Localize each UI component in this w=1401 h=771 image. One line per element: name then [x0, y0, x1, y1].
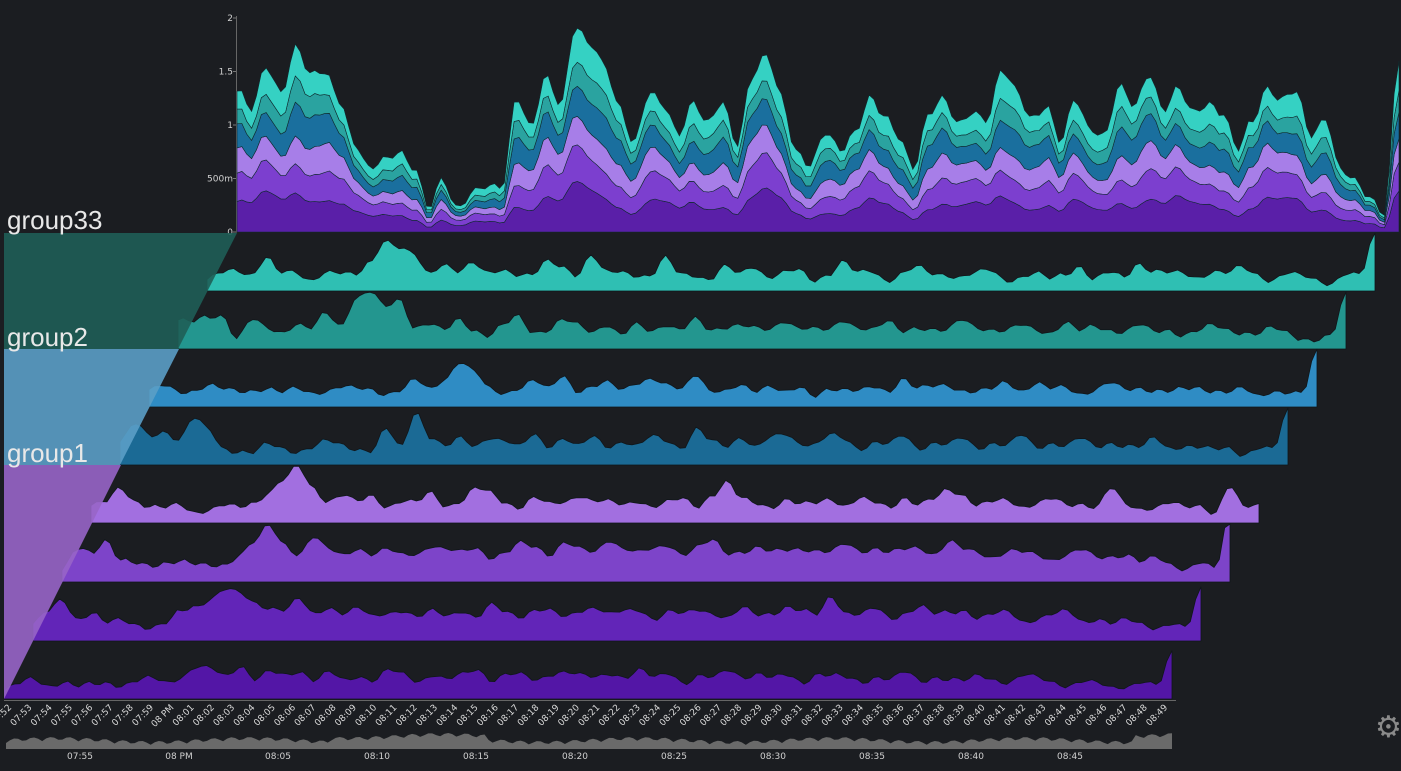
- x-tick-label: 08:08: [313, 703, 339, 729]
- x-tick-label: 08:37: [901, 703, 926, 728]
- x-tick-label: 08:09: [333, 703, 359, 729]
- x-tick-label: 08:48: [1124, 703, 1150, 729]
- x-tick-label: 08:33: [820, 703, 845, 728]
- y-tick-label: 1.5: [219, 68, 233, 78]
- x-tick-label: 08:02: [192, 703, 217, 728]
- x-tick-label: 08:41: [982, 703, 1007, 728]
- x-tick-label: 08:29: [739, 703, 765, 729]
- x-tick-label: 08:32: [800, 703, 825, 728]
- navigator-tick-label: 08:25: [661, 752, 687, 762]
- time-axis: :5207:5307:5407:5507:5607:5707:5807:5908…: [0, 700, 1176, 730]
- x-tick-label: 08:03: [212, 703, 237, 728]
- x-tick-label: 08:49: [1145, 703, 1171, 729]
- y-tick-label: 2: [227, 14, 233, 24]
- x-tick-label: 08:30: [759, 703, 785, 729]
- group-label-group33: group33: [7, 205, 102, 235]
- x-tick-label: 07:56: [70, 703, 96, 729]
- x-tick-label: 08:39: [942, 703, 968, 729]
- horizon-band-2[interactable]: [177, 291, 1347, 350]
- horizon-bands: [3, 232, 1376, 700]
- navigator-tick-label: 08 PM: [165, 752, 193, 762]
- x-tick-label: 08:18: [516, 703, 542, 729]
- x-tick-label: 08:19: [536, 703, 562, 729]
- x-tick-label: 08:22: [597, 703, 622, 728]
- x-tick-label: 08:11: [374, 703, 399, 728]
- x-tick-label: 08:23: [617, 703, 642, 728]
- x-tick-label: 07:57: [90, 703, 115, 728]
- x-tick-label: 08:46: [1084, 703, 1110, 729]
- navigator-tick-label: 08:20: [562, 752, 588, 762]
- group-ribbon: [4, 349, 179, 465]
- x-tick-label: 08:42: [1003, 703, 1028, 728]
- navigator-tick-label: 07:55: [67, 752, 93, 762]
- x-tick-label: 08:15: [455, 703, 480, 728]
- x-tick-label: 08 PM: [150, 703, 177, 730]
- x-tick-label: 08:05: [252, 703, 277, 728]
- x-tick-label: 07:53: [9, 703, 34, 728]
- x-tick-label: 08:40: [962, 703, 988, 729]
- y-tick-label: 500m: [207, 175, 233, 185]
- x-tick-label: 08:38: [922, 703, 948, 729]
- horizon-band-5[interactable]: [90, 465, 1260, 524]
- x-tick-label: 08:27: [699, 703, 724, 728]
- x-tick-label: 08:35: [861, 703, 886, 728]
- x-tick-label: 08:04: [232, 703, 258, 729]
- horizon-band-3[interactable]: [148, 348, 1318, 408]
- navigator-tick-label: 08:35: [859, 752, 885, 762]
- x-tick-label: 08:07: [293, 703, 318, 728]
- horizon-band-6[interactable]: [61, 523, 1231, 583]
- horizon-band-7[interactable]: [32, 586, 1202, 642]
- x-tick-label: 08:12: [394, 703, 419, 728]
- x-tick-label: 07:54: [29, 703, 55, 729]
- x-tick-label: 08:17: [496, 703, 521, 728]
- x-tick-label: 08:01: [171, 703, 196, 728]
- x-tick-label: 08:34: [840, 703, 866, 729]
- range-navigator[interactable]: 07:55 08 PM 08:05 08:10 08:15 08:20 08:25 08:30…: [6, 733, 1172, 762]
- x-tick-label: 08:43: [1023, 703, 1048, 728]
- y-tick-label: 1: [227, 121, 233, 131]
- x-tick-label: 08:25: [658, 703, 683, 728]
- x-tick-label: 08:26: [678, 703, 704, 729]
- x-tick-label: 08:28: [719, 703, 745, 729]
- stacked-area-chart: 21.51500m0: [207, 14, 1400, 238]
- x-tick-label: 08:47: [1104, 703, 1129, 728]
- x-tick-label: 07:55: [50, 703, 75, 728]
- group-label-group2: group2: [7, 322, 88, 352]
- navigator-histogram: [6, 733, 1172, 749]
- x-tick-label: 08:16: [475, 703, 501, 729]
- x-tick-label: 08:31: [780, 703, 805, 728]
- group-ribbon: [4, 465, 121, 699]
- horizon-band-1[interactable]: [206, 232, 1376, 292]
- navigator-tick-label: 08:45: [1057, 752, 1083, 762]
- x-tick-label: 08:06: [273, 703, 299, 729]
- group-label-group1: group1: [7, 438, 88, 468]
- navigator-tick-label: 08:30: [760, 752, 786, 762]
- x-tick-label: 08:44: [1043, 703, 1069, 729]
- horizon-band-4[interactable]: [119, 407, 1289, 466]
- x-tick-label: 08:13: [415, 703, 440, 728]
- x-tick-label: 08:45: [1064, 703, 1089, 728]
- stacked-area-layer: [236, 27, 1400, 219]
- group-ribbon: [4, 233, 237, 349]
- navigator-tick-label: 08:40: [958, 752, 984, 762]
- x-tick-label: 08:10: [354, 703, 380, 729]
- navigator-tick-label: 08:05: [265, 752, 291, 762]
- navigator-tick-label: 08:10: [364, 752, 390, 762]
- x-tick-label: 08:20: [557, 703, 583, 729]
- x-tick-label: 08:36: [881, 703, 907, 729]
- group-labels: group33 group2 group1: [4, 205, 237, 699]
- navigator-tick-label: 08:15: [463, 752, 489, 762]
- horizon-band-8[interactable]: [3, 650, 1173, 700]
- settings-gear-icon[interactable]: ⚙: [1375, 710, 1401, 745]
- x-tick-label: 08:21: [577, 703, 602, 728]
- x-tick-label: 07:58: [110, 703, 136, 729]
- x-tick-label: 08:14: [435, 703, 461, 729]
- x-tick-label: 08:24: [638, 703, 664, 729]
